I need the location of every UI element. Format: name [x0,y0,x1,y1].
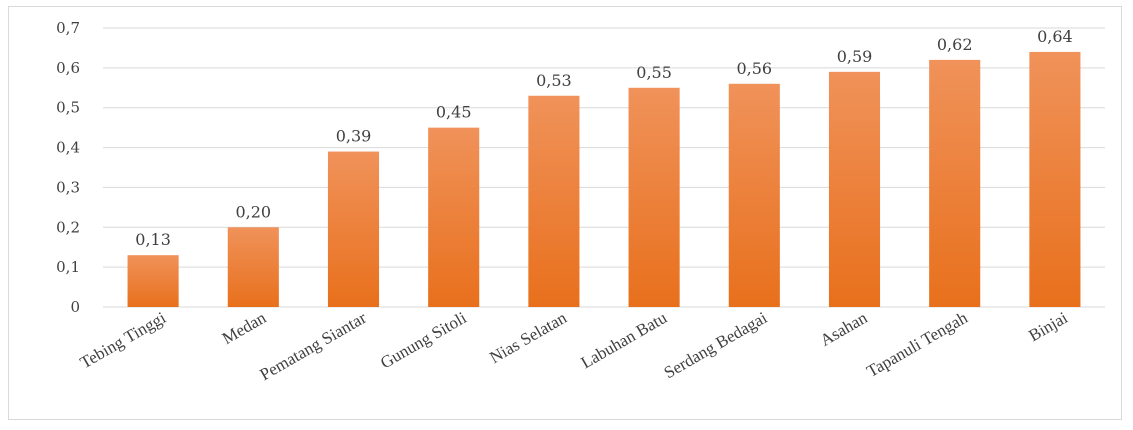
data-label: 0,13 [135,230,171,249]
data-label: 0,39 [336,127,372,146]
data-label: 0,55 [636,63,672,82]
bar [929,59,981,308]
data-label: 0,53 [536,71,572,90]
data-label: 0,59 [837,47,873,66]
x-tick-label: Medan [219,308,270,348]
y-axis-ticks: 0 0,1 0,2 0,3 0,4 0,5 0,6 0,7 [56,19,80,316]
data-label: 0,20 [235,202,271,221]
bar [828,71,881,307]
y-tick-label: 0,5 [56,99,80,117]
y-tick-label: 0 [70,298,80,316]
bar [127,255,179,307]
y-tick-label: 0,6 [56,59,80,77]
x-tick-label: Labuhan Batu [578,308,671,373]
bar [1029,51,1081,307]
bar [728,83,780,307]
bar [528,95,580,307]
x-tick-label: Binjai [1025,308,1071,345]
data-labels: 0,13 0,20 0,39 0,45 0,53 0,55 0,56 0,59 0,62 0,64 [135,27,1072,249]
data-label: 0,62 [937,35,973,54]
data-label: 0,64 [1037,27,1073,46]
x-tick-label: Asahan [817,308,871,350]
x-tick-label: Pematang Siantar [257,308,370,384]
y-tick-label: 0,7 [56,19,80,37]
x-tick-label: Tebing Tinggi [77,308,170,372]
bar [227,227,279,307]
data-label: 0,56 [736,59,772,78]
data-label: 0,45 [436,103,472,122]
x-tick-label: Nias Selatan [486,308,570,367]
x-tick-label: Serdang Bedagai [661,308,771,382]
y-tick-label: 0,2 [56,218,80,236]
x-tick-label: Tapanuli Tengah [863,308,971,381]
bar [628,87,680,308]
y-tick-label: 0,4 [56,139,80,157]
x-tick-label: Gunung Sitoli [377,308,470,373]
y-tick-label: 0,3 [56,178,80,196]
bar [428,127,480,308]
bar [327,151,380,307]
y-tick-label: 0,1 [56,258,80,276]
bars [127,51,1081,308]
